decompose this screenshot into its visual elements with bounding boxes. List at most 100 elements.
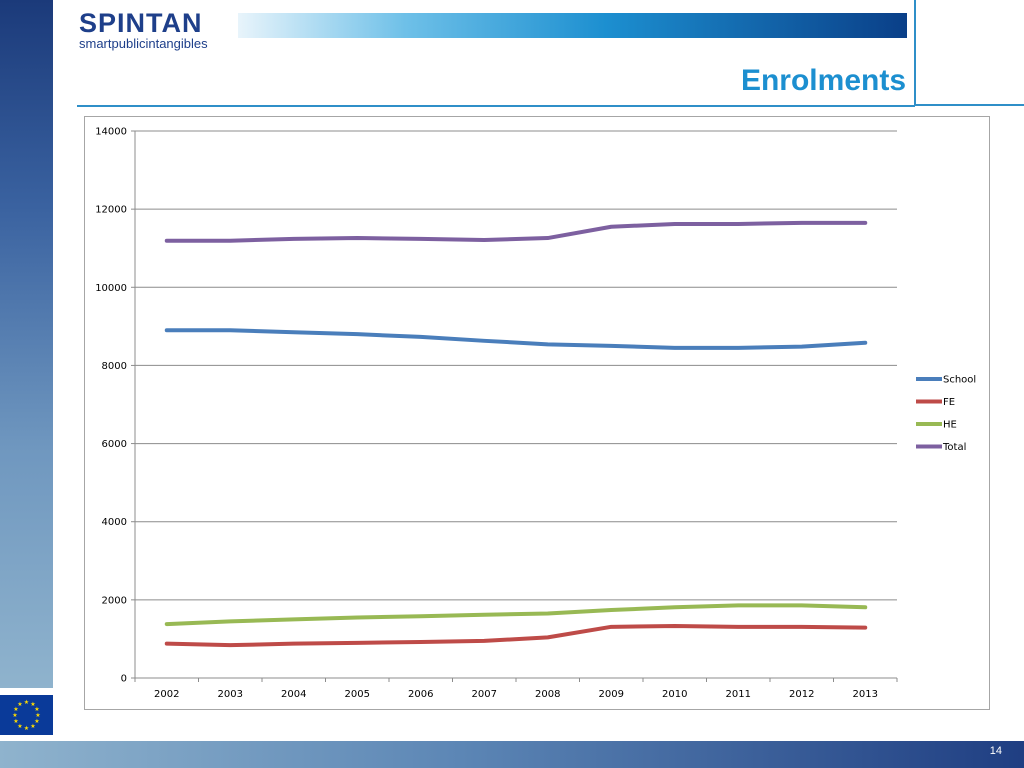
- chart-frame: [84, 116, 990, 710]
- svg-text:★: ★: [34, 718, 39, 725]
- data-point-fe: [292, 642, 296, 646]
- svg-text:★: ★: [17, 723, 22, 730]
- data-point-fe: [546, 635, 550, 639]
- bottom-decor-band: [0, 741, 1024, 768]
- y-tick-label: 6000: [102, 439, 127, 450]
- data-point-fe: [165, 642, 169, 646]
- data-point-school: [228, 328, 232, 332]
- data-point-school: [355, 332, 359, 336]
- data-point-total: [292, 237, 296, 241]
- x-tick-label: 2008: [535, 689, 560, 700]
- data-point-total: [228, 239, 232, 243]
- data-point-he: [546, 612, 550, 616]
- data-point-he: [165, 622, 169, 626]
- data-point-fe: [736, 625, 740, 629]
- svg-text:★: ★: [24, 699, 29, 706]
- svg-text:★: ★: [30, 723, 35, 730]
- title-underline: [77, 105, 915, 107]
- enrolments-line-chart: 0 2000 4000 6000 8000 10000 12000 14000 2002 2003…: [95, 127, 976, 701]
- series-line-school: [164, 328, 868, 350]
- svg-text:★: ★: [35, 712, 40, 719]
- y-tick-label: 12000: [95, 205, 127, 216]
- spintan-logo: SPINTAN smartpublicintangibles: [79, 8, 239, 51]
- data-point-he: [609, 608, 613, 612]
- data-point-school: [165, 328, 169, 332]
- data-point-fe: [482, 639, 486, 643]
- data-point-he: [228, 619, 232, 623]
- data-point-fe: [228, 643, 232, 647]
- data-point-he: [800, 603, 804, 607]
- series-line-total: [164, 220, 868, 243]
- svg-text:★: ★: [13, 706, 18, 713]
- data-point-fe: [673, 624, 677, 628]
- y-tick-label: 4000: [102, 517, 127, 528]
- data-point-school: [736, 346, 740, 350]
- y-tick-label: 2000: [102, 595, 127, 606]
- svg-text:★: ★: [24, 725, 29, 732]
- page-number: 14: [989, 745, 1002, 757]
- data-point-fe: [355, 641, 359, 645]
- data-point-total: [736, 222, 740, 226]
- left-decor-band: [0, 0, 53, 688]
- x-tick-label: 2012: [789, 689, 814, 700]
- data-point-fe: [609, 625, 613, 629]
- data-point-school: [863, 341, 867, 345]
- legend-label-he: HE: [943, 420, 957, 431]
- corner-horizontal-rule: [914, 104, 1024, 106]
- x-tick-label: 2005: [345, 689, 370, 700]
- data-point-fe: [419, 640, 423, 644]
- data-point-school: [609, 344, 613, 348]
- svg-text:★: ★: [12, 712, 17, 719]
- data-point-school: [673, 346, 677, 350]
- corner-vertical-rule: [914, 0, 916, 106]
- data-point-he: [482, 613, 486, 617]
- data-point-he: [419, 614, 423, 618]
- data-point-school: [292, 330, 296, 334]
- x-tick-label: 2009: [599, 689, 624, 700]
- data-point-total: [863, 221, 867, 225]
- y-tick-label: 10000: [95, 283, 127, 294]
- x-tick-label: 2011: [726, 689, 751, 700]
- data-point-fe: [863, 626, 867, 630]
- data-point-he: [673, 605, 677, 609]
- x-tick-label: 2002: [154, 689, 179, 700]
- data-point-school: [546, 342, 550, 346]
- data-point-total: [355, 236, 359, 240]
- y-tick-label: 8000: [102, 361, 127, 372]
- data-point-he: [736, 603, 740, 607]
- x-tick-label: 2013: [853, 689, 878, 700]
- data-point-he: [863, 605, 867, 609]
- svg-text:★: ★: [34, 706, 39, 713]
- svg-text:★: ★: [17, 701, 22, 708]
- x-tick-label: 2010: [662, 689, 687, 700]
- logo-word: SPINTAN: [79, 8, 203, 38]
- data-point-he: [292, 617, 296, 621]
- data-point-fe: [800, 625, 804, 629]
- data-point-total: [419, 237, 423, 241]
- eu-flag-icon: ★ ★ ★ ★ ★ ★ ★ ★ ★ ★ ★ ★: [0, 695, 53, 735]
- y-tick-label: 14000: [95, 127, 127, 138]
- legend-label-school: School: [943, 375, 976, 386]
- data-point-total: [800, 221, 804, 225]
- data-point-total: [609, 225, 613, 229]
- svg-text:★: ★: [13, 718, 18, 725]
- data-point-total: [165, 239, 169, 243]
- legend-label-fe: FE: [943, 397, 955, 408]
- x-tick-label: 2003: [218, 689, 243, 700]
- data-point-total: [673, 222, 677, 226]
- data-point-total: [546, 236, 550, 240]
- x-tick-label: 2007: [472, 689, 497, 700]
- logo-tagline: smartpublicintangibles: [79, 36, 208, 51]
- data-point-he: [355, 615, 359, 619]
- data-point-school: [419, 335, 423, 339]
- series-line-he: [164, 603, 868, 627]
- data-point-school: [482, 339, 486, 343]
- x-tick-label: 2004: [281, 689, 306, 700]
- page-title: Enrolments: [740, 64, 906, 97]
- legend-label-total: Total: [942, 442, 966, 453]
- data-point-total: [482, 238, 486, 242]
- data-point-school: [800, 345, 804, 349]
- series-line-fe: [164, 624, 868, 648]
- svg-text:★: ★: [30, 701, 35, 708]
